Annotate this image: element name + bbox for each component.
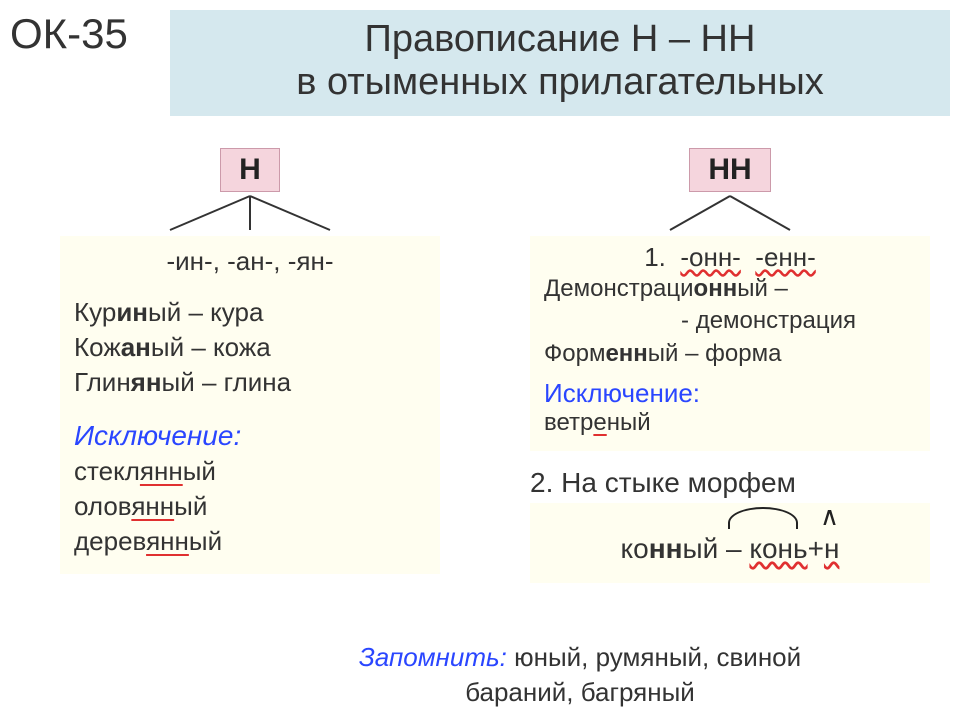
right-rule2-heading: 2. На стыке морфем — [530, 467, 930, 499]
left-example-1: Куриный – кура — [74, 295, 426, 330]
left-exception-2: оловянный — [74, 489, 426, 524]
root-arc-icon — [728, 507, 798, 529]
right-column: НН 1. -онн- -енн- Демонстрационный – - д… — [530, 148, 930, 583]
left-example-2: Кожаный – кожа — [74, 330, 426, 365]
left-tree-icon — [150, 192, 350, 234]
right-ex-1b: - демонстрация — [544, 305, 916, 337]
n-tag: Н — [220, 148, 280, 192]
title-line1: Правописание Н – НН — [190, 18, 930, 61]
footer-note: Запомнить: юный, румяный, свиной бараний… — [260, 640, 900, 710]
left-exception-1: стеклянный — [74, 454, 426, 489]
left-example-3: Глиняный – глина — [74, 365, 426, 400]
nn-tag: НН — [689, 148, 770, 192]
left-exception-label: Исключение: — [74, 420, 426, 452]
left-column: Н -ин-, -ан-, -ян- Куриный – кура Кожаны… — [60, 148, 440, 574]
title-block: Правописание Н – НН в отыменных прилагат… — [170, 10, 950, 116]
morpheme-line: конный – конь+н — [554, 533, 906, 565]
corner-label: ОК-35 — [10, 10, 128, 58]
suffix-caret-icon: ∧ — [820, 501, 839, 532]
left-pane: -ин-, -ан-, -ян- Куриный – кура Кожаный … — [60, 236, 440, 574]
right-exception-word: ветреный — [544, 409, 916, 437]
right-pane-2: ∧ конный – конь+н — [530, 503, 930, 583]
right-pane-1: 1. -онн- -енн- Демонстрационный – - демо… — [530, 236, 930, 451]
right-exception-label: Исключение: — [544, 378, 916, 409]
title-line2: в отыменных прилагательных — [190, 61, 930, 104]
right-rule1-suffixes: 1. -онн- -енн- — [544, 242, 916, 273]
left-exception-3: деревянный — [74, 524, 426, 559]
right-tree-icon — [640, 192, 820, 234]
right-ex-2: Форменный – форма — [544, 338, 916, 370]
right-ex-1: Демонстрационный – — [544, 273, 916, 305]
left-suffix-line: -ин-, -ан-, -ян- — [74, 246, 426, 277]
